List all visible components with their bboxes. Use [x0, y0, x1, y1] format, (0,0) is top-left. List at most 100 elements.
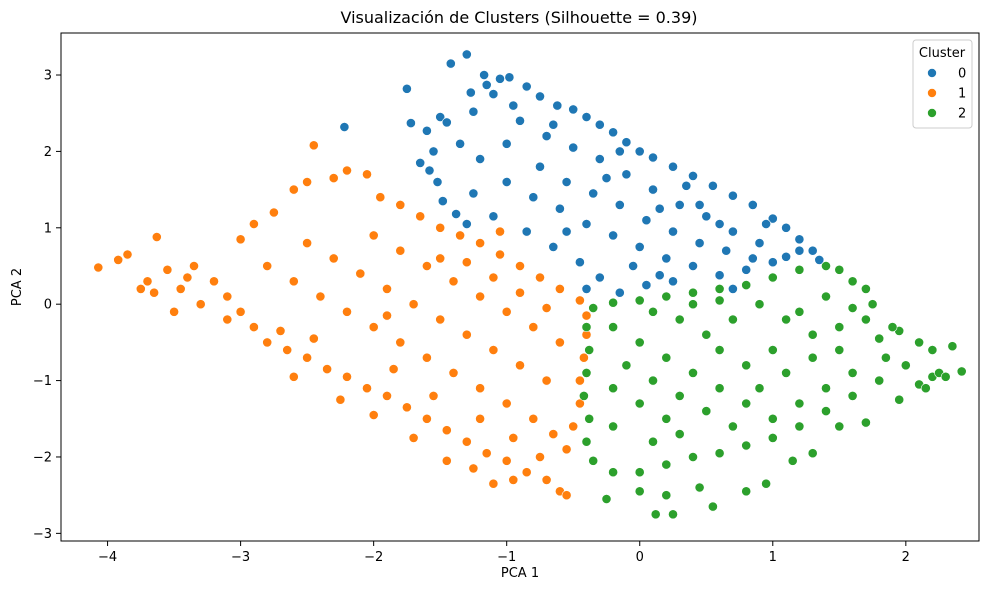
legend-marker-2	[927, 108, 937, 118]
cluster-0-point-83	[548, 119, 559, 130]
cluster-0-point-18	[437, 196, 448, 206]
cluster-1-point-34	[288, 184, 299, 195]
cluster-1-point-1	[113, 254, 124, 265]
cluster-2-point-47	[634, 467, 645, 478]
legend-label-0: 0	[958, 67, 966, 82]
x-tick-label: 0	[636, 550, 644, 565]
cluster-0-point-91	[614, 146, 625, 157]
cluster-1-point-84	[475, 291, 485, 302]
y-tick-label: −2	[33, 450, 52, 465]
cluster-2-point-10	[807, 448, 818, 459]
cluster-2-point-71	[754, 299, 765, 310]
cluster-0-point-58	[661, 253, 672, 264]
cluster-0-point-86	[681, 180, 692, 191]
cluster-1-point-74	[408, 299, 419, 310]
cluster-2-point-85	[861, 314, 871, 325]
cluster-0-point-76	[668, 226, 678, 237]
cluster-0-point-43	[568, 142, 579, 153]
cluster-2-point-52	[767, 432, 778, 443]
cluster-0-point-38	[794, 234, 805, 245]
y-tick-label: 1	[44, 221, 52, 236]
cluster-1-point-22	[441, 425, 452, 436]
cluster-1-point-70	[302, 238, 312, 248]
cluster-2-point-44	[581, 436, 592, 447]
cluster-2-point-48	[661, 459, 672, 470]
x-tick-label: −1	[497, 550, 516, 565]
cluster-1-point-38	[342, 165, 352, 176]
cluster-1-point-45	[475, 238, 485, 248]
cluster-1-point-29	[561, 490, 572, 501]
cluster-1-point-93	[195, 299, 206, 310]
cluster-1-point-50	[575, 295, 585, 306]
cluster-0-point-60	[714, 270, 725, 281]
cluster-2-point-36	[634, 295, 645, 306]
cluster-2-point-83	[807, 352, 818, 363]
cluster-2-point-77	[648, 375, 658, 386]
cluster-1-point-89	[461, 257, 472, 268]
cluster-2-point-33	[714, 283, 725, 294]
cluster-2-point-80	[728, 421, 738, 432]
cluster-2-point-5	[661, 490, 672, 501]
cluster-0-point-23	[552, 100, 563, 111]
cluster-2-point-67	[847, 367, 858, 378]
cluster-2-point-26	[861, 283, 871, 294]
cluster-0-point-62	[767, 257, 778, 268]
cluster-0-point-29	[634, 146, 645, 157]
cluster-1-point-73	[382, 283, 392, 294]
cluster-0-point-26	[594, 119, 605, 130]
cluster-2-point-97	[688, 299, 698, 310]
cluster-1-point-76	[461, 329, 472, 340]
cluster-2-point-91	[674, 429, 685, 439]
cluster-2-point-20	[927, 345, 938, 355]
cluster-2-point-78	[674, 390, 685, 401]
cluster-0-point-40	[814, 254, 825, 265]
cluster-0-point-7	[465, 87, 476, 98]
cluster-1-point-68	[528, 413, 539, 424]
cluster-0-point-21	[521, 81, 532, 92]
cluster-2-point-40	[584, 345, 595, 355]
cluster-0-point-96	[654, 270, 665, 281]
cluster-1-point-61	[342, 306, 352, 317]
cluster-1-point-65	[448, 367, 459, 378]
cluster-2-point-6	[694, 482, 705, 493]
cluster-2-point-101	[920, 383, 931, 394]
cluster-1-point-47	[515, 261, 525, 271]
cluster-2-point-51	[741, 440, 752, 451]
cluster-0-point-28	[621, 137, 632, 148]
cluster-1-point-7	[175, 283, 186, 294]
cluster-0-point-99	[428, 146, 439, 157]
cluster-0-point-44	[594, 154, 605, 164]
cluster-1-point-100	[508, 432, 519, 443]
cluster-0-point-64	[521, 226, 532, 237]
cluster-2-point-61	[688, 367, 698, 378]
legend-marker-0	[927, 68, 937, 78]
cluster-0-point-32	[688, 170, 698, 181]
cluster-2-point-42	[579, 390, 589, 401]
cluster-0-point-92	[694, 199, 705, 210]
cluster-0-point-2	[479, 70, 489, 80]
cluster-2-point-87	[634, 398, 645, 409]
x-tick-label: −3	[231, 550, 250, 565]
cluster-0-point-79	[747, 253, 758, 264]
cluster-1-point-46	[495, 249, 505, 260]
cluster-1-point-48	[535, 272, 545, 283]
cluster-1-point-19	[382, 390, 392, 401]
chart-title: Visualización de Clusters (Silhouette = …	[340, 8, 697, 27]
cluster-1-point-66	[475, 383, 485, 394]
cluster-0-point-4	[504, 72, 515, 83]
cluster-0-point-59	[688, 261, 698, 271]
cluster-2-point-43	[584, 413, 595, 424]
cluster-0-point-54	[555, 203, 565, 214]
cluster-1-point-110	[169, 306, 179, 317]
cluster-1-point-6	[162, 264, 173, 275]
cluster-1-point-102	[488, 478, 499, 489]
cluster-1-point-3	[135, 283, 146, 294]
cluster-0-point-88	[628, 261, 638, 271]
cluster-0-point-55	[581, 219, 592, 229]
legend-box	[912, 39, 973, 129]
cluster-2-point-57	[881, 352, 891, 363]
cluster-0-point-13	[441, 117, 452, 128]
cluster-1-point-55	[575, 398, 585, 409]
cluster-2-point-89	[608, 421, 618, 432]
cluster-0-point-11	[421, 125, 432, 136]
